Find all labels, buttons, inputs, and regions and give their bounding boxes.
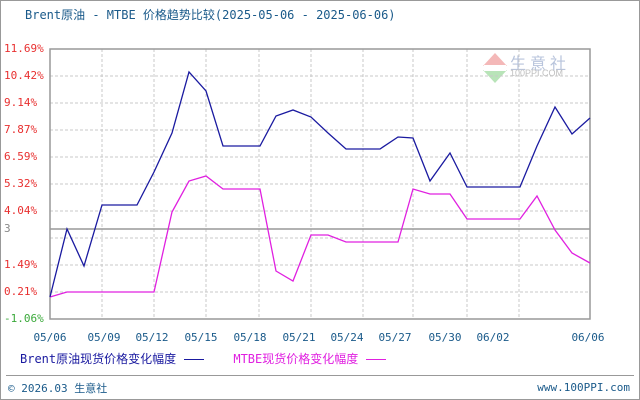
y-tick: 10.42% [4,69,44,82]
plot-border [49,48,591,320]
x-tick: 05/15 [184,331,218,344]
legend-mtbe: MTBE现货价格变化幅度 [233,352,387,366]
y-tick: 11.69% [4,42,44,55]
x-tick: 05/30 [428,331,462,344]
y-tick: 7.87% [4,123,38,136]
y-tick: 6.59% [4,150,38,163]
x-tick: 05/24 [330,331,364,344]
legend: Brent原油现货价格变化幅度 MTBE现货价格变化幅度 [20,350,387,367]
x-tick: 05/18 [233,331,267,344]
footer-divider [6,375,634,376]
legend-brent: Brent原油现货价格变化幅度 [20,352,205,366]
y-tick: -1.06% [4,312,44,325]
x-tick: 05/09 [87,331,121,344]
y-tick: 9.14% [4,96,38,109]
y-tick: 5.32% [4,177,38,190]
y-tick: 0.21% [4,285,38,298]
chart-title: Brent原油 - MTBE 价格趋势比较(2025-05-06 - 2025-… [25,8,396,22]
legend-line-brent [184,359,205,360]
mtbe-series-line [49,175,591,298]
y-tick: 1.49% [4,258,38,271]
x-tick: 05/21 [282,331,316,344]
x-tick: 06/02 [476,331,510,344]
x-tick: 05/06 [33,331,67,344]
x-tick: 05/27 [378,331,412,344]
site-link[interactable]: www.100PPI.com [537,381,630,394]
copyright: © 2026.03 生意社 [8,382,108,395]
y-tick-reference: 3 [4,222,11,235]
watermark-cn: 生意社 [510,54,571,73]
watermark-en: 100PPI.COM [510,68,564,78]
legend-line-mtbe [366,359,387,360]
y-tick: 4.04% [4,204,38,217]
x-tick: 06/06 [571,331,605,344]
x-tick: 05/12 [135,331,169,344]
brent-series-line [49,70,591,298]
